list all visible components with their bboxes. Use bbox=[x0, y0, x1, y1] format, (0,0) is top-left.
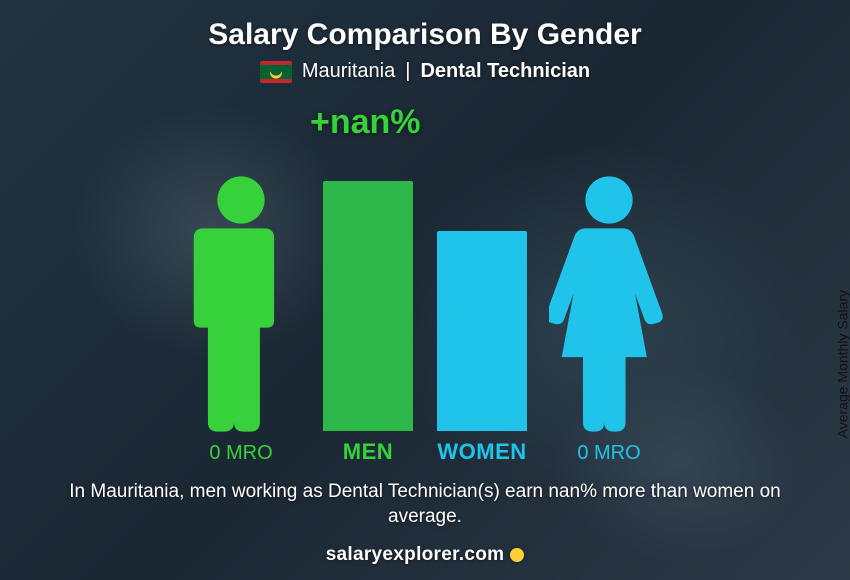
difference-label: +nan% bbox=[310, 103, 421, 142]
men-label: MEN bbox=[343, 439, 393, 465]
women-figure-col: 0 MRO bbox=[549, 174, 669, 465]
content: Salary Comparison By Gender Mauritania |… bbox=[0, 0, 850, 580]
flag-band-bot bbox=[260, 79, 292, 83]
subtitle: Mauritania | Dental Technician bbox=[260, 60, 590, 83]
woman-body bbox=[549, 228, 663, 431]
flag-icon bbox=[260, 61, 292, 83]
page-title: Salary Comparison By Gender bbox=[208, 18, 641, 52]
men-figure-col: 0 MRO bbox=[181, 174, 301, 465]
man-body bbox=[194, 228, 274, 431]
women-label: WOMEN bbox=[437, 439, 526, 465]
woman-icon bbox=[549, 174, 669, 434]
woman-head bbox=[585, 176, 632, 223]
men-group: 0 MRO MEN bbox=[181, 174, 413, 465]
men-bar-col: MEN bbox=[323, 181, 413, 465]
women-bar bbox=[437, 231, 527, 431]
men-value: 0 MRO bbox=[209, 442, 272, 465]
women-value: 0 MRO bbox=[577, 442, 640, 465]
chart-area: +nan% 0 MRO MEN WOMEN bbox=[30, 93, 820, 465]
description-text: In Mauritania, men working as Dental Tec… bbox=[35, 479, 815, 530]
subtitle-separator: | bbox=[405, 60, 410, 83]
women-group: WOMEN 0 MRO bbox=[437, 174, 669, 465]
man-head bbox=[217, 176, 264, 223]
brand: salaryexplorer.com bbox=[326, 544, 525, 566]
women-bar-col: WOMEN bbox=[437, 231, 527, 465]
men-bar bbox=[323, 181, 413, 431]
y-axis-label: Average Monthly Salary bbox=[834, 290, 850, 438]
subtitle-job: Dental Technician bbox=[420, 60, 590, 83]
subtitle-country: Mauritania bbox=[302, 60, 395, 83]
flag-crescent-icon bbox=[270, 66, 282, 78]
brand-dot-icon bbox=[510, 548, 524, 562]
brand-text: salaryexplorer.com bbox=[326, 544, 505, 566]
man-icon bbox=[181, 174, 301, 434]
